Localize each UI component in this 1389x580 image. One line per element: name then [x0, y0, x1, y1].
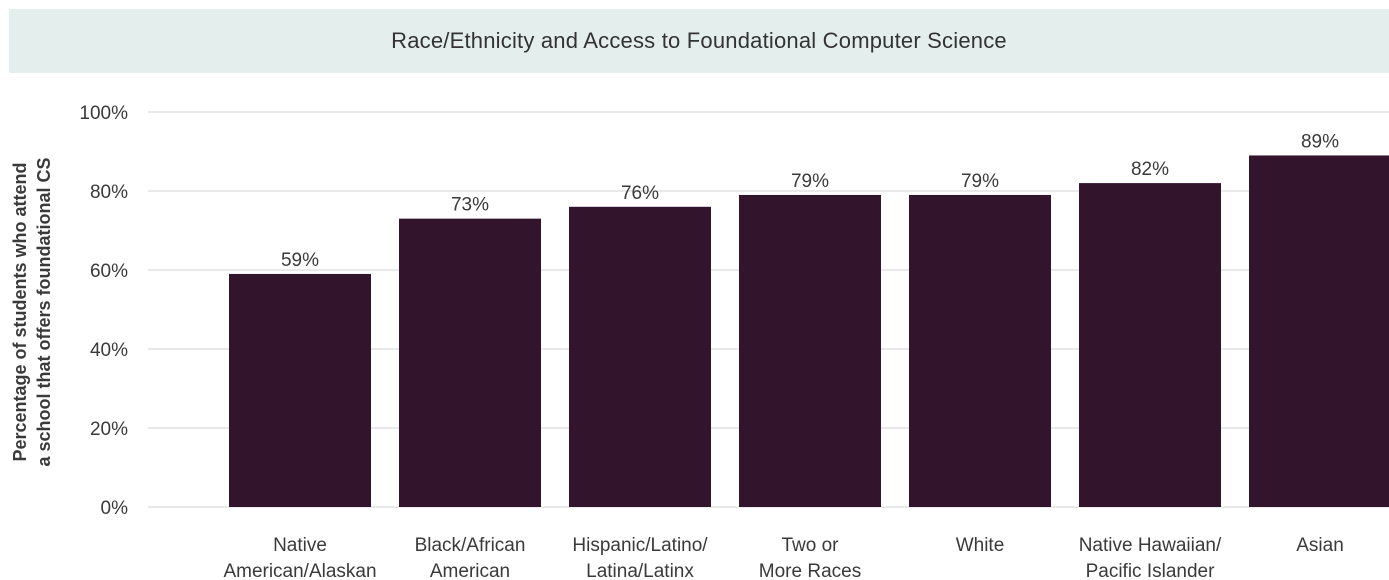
- x-category-label: Pacific Islander: [1086, 561, 1216, 580]
- y-tick-label: 20%: [90, 419, 128, 440]
- bar: [739, 194, 881, 507]
- x-category-label: White: [956, 535, 1005, 556]
- x-category-label: Native Hawaiian/: [1079, 535, 1222, 556]
- bar: [399, 218, 541, 507]
- x-axis-categories: Native American/Alaskan Black/African Ameri…: [223, 535, 1343, 580]
- x-category-label: American: [430, 561, 510, 580]
- x-category-label: Asian: [1296, 535, 1344, 556]
- bar: [229, 273, 371, 507]
- y-axis-label: Percentage of students who attend a schoo…: [10, 157, 54, 466]
- data-label: 76%: [621, 183, 659, 204]
- data-label: 79%: [961, 171, 999, 192]
- bar: [1249, 155, 1389, 507]
- x-category-label: Latina/Latinx: [586, 561, 694, 580]
- x-category-label: American/Alaskan: [223, 561, 376, 580]
- bar: [1079, 183, 1221, 507]
- x-category-label: Black/African: [415, 535, 526, 556]
- y-tick-label: 40%: [90, 340, 128, 361]
- chart-title: Race/Ethnicity and Access to Foundationa…: [391, 28, 1007, 53]
- bar: [909, 194, 1051, 507]
- y-tick-label: 60%: [90, 261, 128, 282]
- y-tick-label: 100%: [79, 103, 128, 124]
- y-axis-ticks: 0% 20% 40% 60% 80% 100%: [79, 103, 128, 519]
- data-label: 73%: [451, 195, 489, 216]
- chart-title-band: Race/Ethnicity and Access to Foundationa…: [9, 9, 1389, 73]
- data-label: 89%: [1301, 131, 1339, 152]
- y-axis-label-line: Percentage of students who attend: [10, 162, 30, 461]
- data-label: 59%: [281, 250, 319, 271]
- x-category-label: Native: [273, 535, 327, 556]
- x-category-label: Hispanic/Latino/: [572, 535, 708, 556]
- x-category-label: Two or: [781, 535, 839, 556]
- data-label: 82%: [1131, 159, 1169, 180]
- y-tick-label: 0%: [101, 498, 129, 519]
- y-tick-label: 80%: [90, 182, 128, 203]
- bar: [569, 206, 711, 508]
- data-label: 79%: [791, 171, 829, 192]
- bars: [229, 155, 1389, 508]
- data-labels: 59% 73% 76% 79% 79% 82% 89%: [281, 131, 1339, 271]
- x-category-label: More Races: [759, 561, 861, 580]
- y-axis-label-line: a school that offers foundational CS: [34, 157, 54, 466]
